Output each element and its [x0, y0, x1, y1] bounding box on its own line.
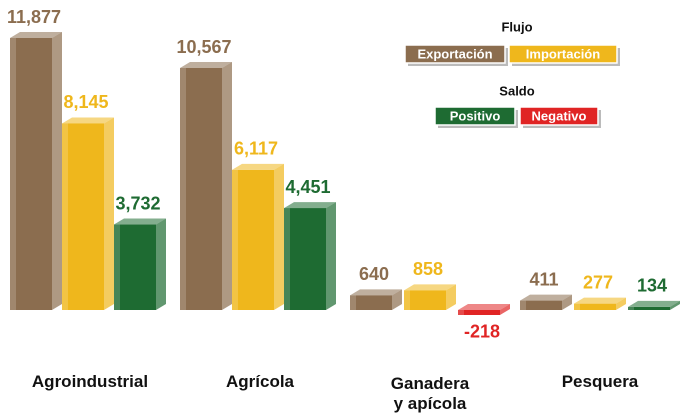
bar-face	[616, 297, 626, 310]
bar	[520, 294, 572, 310]
bar-face	[114, 218, 166, 225]
bar	[404, 284, 456, 310]
bar	[10, 32, 62, 310]
bar-face	[404, 290, 410, 310]
bar-face	[350, 295, 356, 310]
bar-face	[114, 224, 120, 310]
legend-item-label: Negativo	[532, 108, 587, 123]
legend-title: Flujo	[501, 19, 532, 34]
bar-face	[222, 62, 232, 311]
value-label: 4,451	[285, 177, 330, 197]
bar-face	[104, 117, 114, 310]
bar-face	[10, 38, 16, 310]
bar	[628, 300, 680, 310]
value-label: 10,567	[176, 37, 231, 57]
category-label: Agrícola	[225, 372, 295, 391]
bar-face	[628, 306, 670, 310]
bar-face	[628, 300, 680, 307]
legend-item-label: Exportación	[417, 46, 492, 61]
bar-face	[232, 169, 274, 310]
bar	[114, 218, 166, 310]
bar-face	[10, 38, 52, 310]
bar-face	[52, 32, 62, 310]
legend-item-label: Positivo	[450, 108, 501, 123]
value-label: 134	[637, 276, 667, 296]
bar-face	[446, 284, 456, 310]
bar-face	[114, 224, 156, 310]
bar-face	[10, 32, 62, 38]
bar-face	[284, 208, 326, 310]
bar-face	[520, 300, 562, 310]
bar-face	[520, 300, 526, 310]
bar-face	[574, 303, 616, 310]
bar-face	[232, 169, 238, 310]
legend-item	[508, 44, 618, 64]
bar-face	[62, 117, 114, 124]
bar-face	[404, 290, 446, 310]
bar-face	[574, 297, 626, 304]
bar-face	[326, 202, 336, 310]
category-label: Agroindustrial	[31, 372, 149, 391]
bar-face	[574, 303, 580, 310]
category-label: Pesquera	[561, 372, 639, 391]
bar-face	[458, 310, 464, 315]
bar-face	[156, 218, 166, 310]
bar-face	[458, 310, 500, 315]
bar	[574, 297, 626, 310]
value-label: 3,732	[115, 193, 160, 213]
bar-face	[62, 123, 104, 310]
bar-face	[458, 304, 510, 310]
bar-face	[350, 295, 392, 310]
bar	[62, 117, 114, 310]
value-label: 640	[359, 264, 389, 284]
bar-face	[180, 62, 232, 69]
value-label: 11,877	[7, 7, 61, 27]
bar-face	[180, 68, 222, 310]
legend-item	[434, 106, 516, 126]
bar-face	[670, 300, 680, 310]
legend-item-label: Importación	[526, 46, 600, 61]
value-label: 277	[583, 272, 613, 292]
value-label: 8,145	[63, 92, 108, 112]
bar-face	[350, 289, 402, 296]
bar-face	[180, 68, 186, 310]
bar-face	[232, 163, 284, 170]
bar-face	[500, 304, 510, 315]
legend-title: Saldo	[499, 83, 534, 98]
bar-face	[404, 284, 456, 291]
bar	[232, 163, 284, 310]
bar	[458, 304, 510, 315]
bar	[180, 62, 232, 311]
bar-face	[392, 289, 402, 310]
category-label: Ganadera y apícola	[390, 374, 470, 413]
bar-face	[274, 163, 284, 310]
value-label: 411	[529, 269, 558, 289]
bar-face	[628, 306, 634, 310]
bar-face	[62, 123, 68, 310]
value-label: 6,117	[234, 139, 278, 159]
bar-face	[284, 202, 336, 209]
bar-face	[562, 294, 572, 310]
bar	[350, 289, 402, 310]
bar	[284, 202, 336, 310]
bar-face	[284, 208, 290, 310]
legend-item	[519, 106, 599, 126]
bar-face	[520, 294, 572, 301]
legend-item	[404, 44, 506, 64]
value-label: 858	[413, 259, 443, 279]
value-label: -218	[464, 322, 500, 342]
